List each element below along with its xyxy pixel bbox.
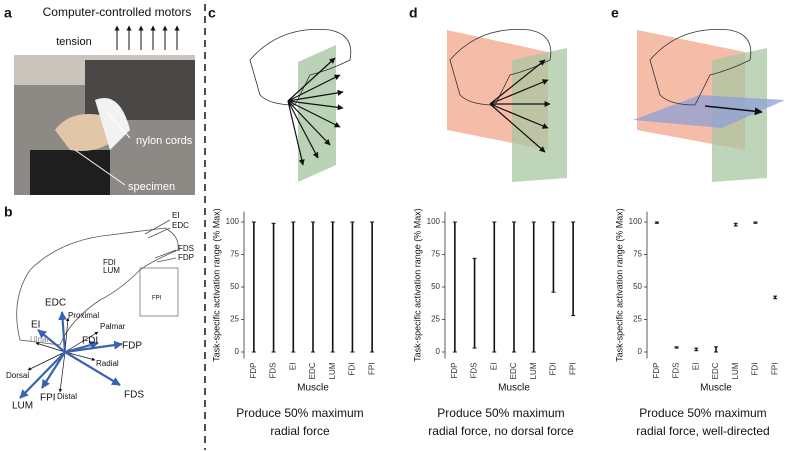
x-tick-label: FDS <box>672 363 681 379</box>
force-arrows <box>19 311 123 399</box>
caption: Produce 50% maximum <box>437 406 564 420</box>
y-tick-label: 25 <box>633 315 642 324</box>
inset-label: FPI <box>152 296 162 302</box>
y-tick-label: 100 <box>427 217 441 226</box>
hand-outline <box>16 227 179 346</box>
direction-label: Dorsal <box>6 371 29 380</box>
panel-label: d <box>409 5 418 21</box>
direction-label: Distal <box>57 392 77 401</box>
x-tick-label: FPI <box>367 363 376 375</box>
y-tick-label: 100 <box>226 217 240 226</box>
x-tick-label: FDS <box>470 363 479 379</box>
y-tick-label: 25 <box>431 315 440 324</box>
muscle-label: FDI <box>103 258 116 267</box>
y-tick-label: 0 <box>235 347 240 356</box>
panel-a: a Computer-controlled motors tension nyl… <box>4 5 195 195</box>
inset-box <box>139 267 179 317</box>
tension-arrows <box>114 25 180 50</box>
y-axis-label: Task-specific activation range (% Max) <box>412 208 422 362</box>
x-tick-label: EDC <box>711 362 720 379</box>
x-axis-label: Muscle <box>498 383 530 394</box>
tension-label: tension <box>56 36 91 48</box>
y-tick-label: 100 <box>629 217 643 226</box>
y-tick-label: 75 <box>230 250 239 259</box>
force-label: EDC <box>45 298 66 309</box>
caption: radial force, well-directed <box>636 424 769 438</box>
x-tick-label: FPI <box>770 363 779 375</box>
pointer-lines <box>74 109 131 186</box>
y-tick-label: 50 <box>230 282 239 291</box>
y-tick-label: 50 <box>633 282 642 291</box>
panel-b: b EI EDC FDS FDP FDI LUM EDC Proximal EI… <box>4 204 194 412</box>
base <box>30 150 110 195</box>
caption: radial force, no dorsal force <box>428 424 574 438</box>
direction-label: Proximal <box>68 311 99 320</box>
direction-label: Palmar <box>100 322 126 331</box>
x-axis-label: Muscle <box>700 383 732 394</box>
x-tick-label: EI <box>489 363 498 371</box>
tendon-lines <box>144 219 177 263</box>
nylon-label: nylon cords <box>136 135 193 147</box>
y-axis-label: Task-specific activation range (% Max) <box>211 208 221 362</box>
muscle-label: EI <box>172 211 180 220</box>
direction-label: Radial <box>96 359 119 368</box>
x-tick-label: FPI <box>568 363 577 375</box>
force-label: LUM <box>12 401 33 412</box>
force-label: FDI <box>82 336 98 347</box>
force-label: FDS <box>124 390 144 401</box>
x-tick-label: FDP <box>652 363 661 379</box>
force-label: EI <box>31 320 40 331</box>
panel-label: e <box>611 5 619 21</box>
y-tick-label: 0 <box>436 347 441 356</box>
x-tick-label: FDP <box>450 363 459 379</box>
y-tick-label: 0 <box>638 347 643 356</box>
x-tick-label: FDI <box>549 363 558 376</box>
panel-label: a <box>4 5 12 21</box>
y-tick-label: 50 <box>431 282 440 291</box>
y-axis-label: Task-specific activation range (% Max) <box>614 208 624 362</box>
y-tick-label: 75 <box>633 250 642 259</box>
panel-label: c <box>208 5 216 21</box>
caption: radial force <box>270 424 330 438</box>
muscle-label: FDP <box>178 253 194 262</box>
x-tick-label: LUM <box>731 362 740 379</box>
diagram-d <box>447 29 567 182</box>
force-label: FPI <box>40 393 56 404</box>
force-label: FDP <box>122 341 142 352</box>
y-tick-label: 25 <box>230 315 239 324</box>
motors-label: Computer-controlled motors <box>43 5 192 19</box>
direction-label: Ulnar <box>30 335 49 344</box>
x-tick-label: EDC <box>509 362 518 379</box>
x-tick-label: FDP <box>249 363 258 379</box>
muscle-label: EDC <box>172 221 189 230</box>
diagram-e <box>633 29 785 182</box>
x-tick-label: EI <box>288 363 297 371</box>
x-axis-label: Muscle <box>297 383 329 394</box>
glove <box>95 98 130 150</box>
x-tick-label: LUM <box>529 362 538 379</box>
y-tick-label: 75 <box>431 250 440 259</box>
x-tick-label: FDS <box>269 363 278 379</box>
x-tick-label: EI <box>691 363 700 371</box>
caption: Produce 50% maximum <box>236 406 363 420</box>
x-tick-label: FDI <box>348 363 357 376</box>
caption: Produce 50% maximum <box>639 406 766 420</box>
muscle-label: LUM <box>103 266 120 275</box>
x-tick-label: FDI <box>751 363 760 376</box>
x-tick-label: LUM <box>328 362 337 379</box>
diagram-c <box>249 29 352 182</box>
specimen-label: specimen <box>128 181 175 193</box>
panel-label: b <box>4 204 13 220</box>
muscle-label: FDS <box>178 244 194 253</box>
x-tick-label: EDC <box>308 362 317 379</box>
